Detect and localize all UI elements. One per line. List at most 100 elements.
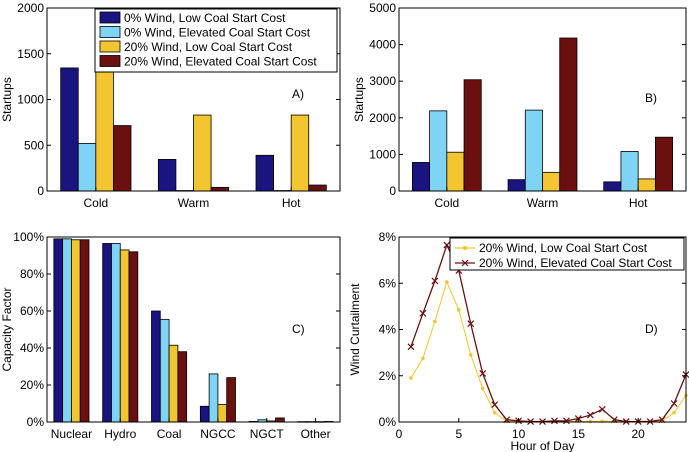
- bar: [193, 114, 212, 192]
- x-tick-label: Warm: [527, 196, 559, 210]
- x-tick-label: Other: [301, 427, 331, 441]
- y-tick-label: 40%: [20, 341, 44, 355]
- panel-label: B): [645, 91, 657, 105]
- legend-swatch: [99, 26, 121, 38]
- y-tick-label: 0%: [27, 415, 45, 429]
- legend-marker: [461, 259, 469, 267]
- bar: [151, 310, 161, 423]
- bar: [128, 251, 139, 423]
- panel-label: A): [292, 87, 304, 101]
- y-axis-label: Wind Curtailment: [348, 283, 362, 376]
- y-tick-label: 20%: [20, 378, 44, 392]
- x-tick-label: Hydro: [104, 427, 136, 441]
- axes-frame: [46, 236, 341, 423]
- data-point: [480, 386, 485, 391]
- bar: [524, 109, 543, 192]
- bar: [429, 110, 448, 192]
- bar: [210, 186, 230, 192]
- y-tick-label: 2%: [379, 369, 397, 383]
- bar: [62, 238, 72, 423]
- bar: [226, 377, 236, 423]
- data-point: [431, 277, 439, 285]
- bar: [168, 344, 179, 423]
- bar-chart-panel-1: Cold Warm Hot B): [398, 7, 687, 210]
- bar: [111, 243, 121, 423]
- x-tick-label: Hot: [282, 196, 301, 210]
- y-tick-label: 100%: [13, 230, 44, 244]
- bar: [157, 159, 177, 192]
- x-tick-label: 10: [512, 427, 526, 441]
- bar: [79, 239, 90, 423]
- bar: [620, 151, 639, 192]
- data-point: [407, 343, 415, 351]
- data-point: [456, 308, 461, 312]
- bar: [654, 136, 674, 192]
- bar-chart-panel-2: Nuclear Hydro Coal NGCC NGCT Other C): [46, 236, 341, 441]
- legend-entry: 0% Wind, Elevated Coal Start Cost: [124, 26, 311, 40]
- legend-entry: 20% Wind, Elevated Coal Start Cost: [479, 256, 672, 270]
- data-point: [467, 320, 475, 328]
- panel-label: D): [645, 322, 658, 336]
- y-tick-label: 500: [24, 138, 44, 152]
- legend-box: [449, 237, 685, 271]
- data-point: [445, 280, 449, 284]
- data-point: [468, 353, 473, 357]
- y-tick-label: 1000: [17, 93, 44, 107]
- y-tick-label: 8%: [379, 230, 397, 244]
- bar: [603, 181, 622, 192]
- axes-frame: [398, 7, 687, 192]
- x-tick-label: Hot: [629, 196, 648, 210]
- x-tick-label: Nuclear: [51, 427, 92, 441]
- bar: [255, 154, 274, 192]
- data-point: [672, 410, 676, 415]
- bar: [217, 404, 228, 423]
- y-tick-label: 1500: [17, 47, 44, 61]
- bar: [177, 351, 188, 423]
- series-line: [410, 280, 687, 423]
- data-point: [598, 405, 606, 413]
- data-point: [479, 370, 487, 377]
- data-point: [600, 419, 605, 424]
- y-tick-label: 0%: [379, 415, 397, 429]
- data-point: [491, 401, 499, 409]
- bar: [77, 143, 97, 192]
- legend-entry: 0% Wind, Low Coal Start Cost: [124, 11, 286, 25]
- y-tick-label: 4%: [379, 323, 397, 337]
- legend-entry: 20% Wind, Low Coal Start Cost: [124, 40, 293, 54]
- bar: [71, 239, 81, 423]
- bar: [53, 238, 64, 423]
- data-point: [586, 411, 594, 419]
- y-tick-label: 0: [389, 184, 396, 198]
- y-tick-label: 80%: [20, 267, 44, 281]
- data-point: [670, 400, 678, 407]
- data-point: [409, 376, 413, 380]
- panel-label: C): [292, 322, 305, 336]
- legend-entry: 20% Wind, Low Coal Start Cost: [479, 241, 648, 255]
- x-tick-label: NGCC: [200, 427, 236, 441]
- legend-entry: 20% Wind, Elevated Coal Start Cost: [124, 55, 317, 69]
- x-tick-label: NGCT: [250, 427, 285, 441]
- legend-box: [94, 8, 338, 73]
- bar: [102, 243, 112, 423]
- bar: [559, 37, 578, 192]
- x-tick-label: Cold: [434, 196, 459, 210]
- bar: [60, 67, 79, 192]
- x-tick-label: 20: [631, 427, 645, 441]
- bar: [542, 171, 561, 192]
- legend-swatch: [99, 40, 121, 53]
- bar: [637, 178, 656, 192]
- bar: [411, 162, 431, 192]
- y-tick-label: 60%: [20, 304, 44, 318]
- y-tick-label: 4000: [369, 38, 396, 52]
- x-tick-label: 5: [455, 427, 462, 441]
- y-axis-label: Startups: [0, 77, 14, 122]
- x-tick-label: 15: [572, 427, 586, 441]
- data-point: [421, 356, 425, 361]
- bar: [290, 114, 310, 192]
- data-point: [551, 417, 558, 425]
- y-tick-label: 3000: [369, 74, 396, 88]
- legend-swatch: [99, 11, 121, 24]
